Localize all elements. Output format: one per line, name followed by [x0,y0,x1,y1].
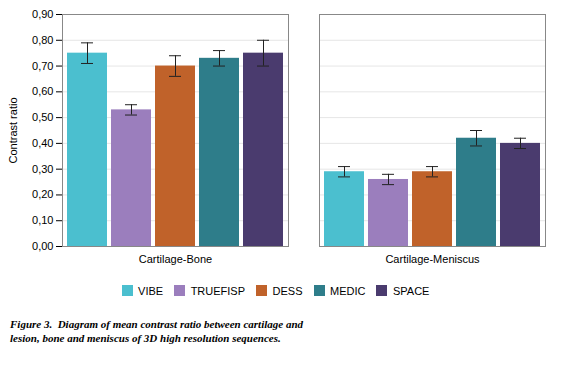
html-text:SPACE: SPACE [393,284,430,297]
html-text:VIBE: VIBE [138,284,164,297]
svg-text:0,80: 0,80 [32,34,53,46]
svg-text:0,40: 0,40 [32,137,53,149]
svg-text:0,20: 0,20 [32,188,53,200]
svg-text:Cartilage-Meniscus: Cartilage-Meniscus [385,253,480,265]
svg-text:0,90: 0,90 [32,8,53,20]
svg-text:0,30: 0,30 [32,163,53,175]
html-text:DESS: DESS [272,284,303,297]
svg-text:0,00: 0,00 [32,240,53,252]
svg-text:0,70: 0,70 [32,60,53,72]
html-text:TRUEFISP: TRUEFISP [190,284,245,297]
html-text:Figure 3. Diagram of mean cont: Figure 3. Diagram of mean contrast ratio… [10,317,303,330]
svg-text:Contrast ratio: Contrast ratio [7,97,19,163]
html-text:lesion, bone and meniscus of 3: lesion, bone and meniscus of 3D high res… [10,332,281,345]
svg-text:0,50: 0,50 [32,111,53,123]
svg-text:0,60: 0,60 [32,85,53,97]
svg-text:0,10: 0,10 [32,214,53,226]
svg-text:Cartilage-Bone: Cartilage-Bone [139,253,212,265]
html-text:MEDIC: MEDIC [330,284,366,297]
